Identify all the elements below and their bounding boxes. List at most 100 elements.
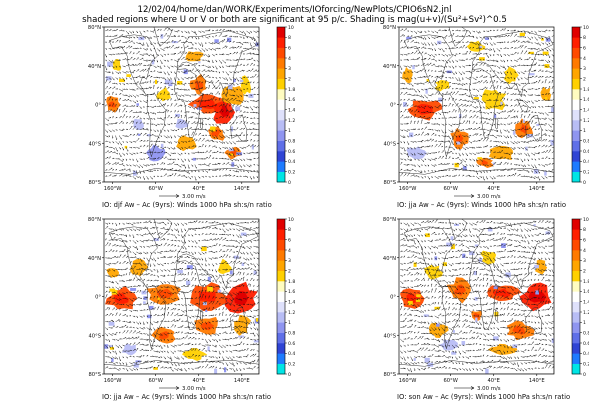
wind-arrow — [493, 307, 498, 311]
wind-arrow — [517, 298, 521, 300]
wind-arrow — [229, 164, 233, 166]
wind-arrow — [187, 77, 193, 79]
wind-arrow — [180, 47, 183, 49]
wind-arrow — [503, 243, 508, 247]
wind-arrow — [420, 63, 425, 66]
wind-arrow — [132, 158, 134, 161]
shaded-patch — [147, 134, 151, 137]
wind-arrow — [160, 29, 162, 32]
wind-arrow — [520, 234, 524, 239]
colorbar-tick-label: 6 — [583, 45, 586, 51]
wind-arrow — [520, 336, 524, 340]
wind-arrow — [551, 34, 554, 37]
shaded-patch — [446, 242, 453, 247]
wind-arrow — [486, 59, 490, 62]
wind-arrow — [410, 65, 413, 67]
wind-arrow — [249, 272, 253, 276]
wind-arrow — [122, 249, 126, 253]
shaded-patch — [454, 223, 460, 226]
colorbar-segment — [572, 37, 580, 48]
wind-arrow — [194, 338, 197, 340]
wind-arrow — [400, 65, 403, 70]
wind-arrow — [424, 76, 427, 78]
wind-arrow — [198, 263, 200, 265]
wind-arrow — [400, 129, 404, 132]
wind-arrow — [496, 112, 500, 115]
wind-arrow — [225, 254, 229, 258]
wind-arrow — [534, 234, 539, 236]
wind-arrow — [177, 35, 180, 37]
wind-arrow — [180, 64, 184, 66]
wind-arrow — [122, 52, 127, 55]
shaded-patch — [494, 114, 497, 118]
wind-arrow — [451, 77, 454, 79]
wind-arrow — [194, 88, 199, 91]
wind-arrow — [420, 257, 425, 261]
wind-arrow — [208, 269, 211, 271]
wind-arrow — [445, 111, 449, 114]
wind-arrow — [527, 291, 530, 294]
wind-arrow — [441, 117, 444, 119]
wind-arrow — [541, 309, 545, 311]
wind-arrow — [531, 88, 534, 90]
wind-arrow — [420, 145, 424, 148]
wind-arrow — [438, 59, 441, 62]
wind-arrow — [218, 237, 223, 241]
wind-arrow — [431, 106, 433, 109]
wind-arrow — [243, 175, 247, 177]
wind-arrow — [143, 81, 147, 84]
wind-arrow — [146, 257, 150, 262]
wind-arrow — [119, 169, 124, 171]
wind-arrow — [400, 123, 403, 125]
wind-arrow — [139, 240, 144, 243]
wind-arrow — [427, 170, 430, 172]
wind-arrow — [520, 141, 526, 143]
shaded-patch — [485, 37, 489, 40]
wind-arrow — [218, 40, 224, 43]
wind-arrow — [486, 321, 488, 325]
wind-arrow — [479, 240, 484, 243]
shaded-patch — [535, 290, 539, 295]
wind-arrow — [112, 275, 115, 278]
wind-arrow — [132, 368, 136, 371]
wind-arrow — [105, 35, 109, 37]
wind-arrow — [184, 170, 189, 174]
wind-arrow — [427, 48, 431, 50]
wind-arrow — [413, 88, 417, 93]
wind-arrow — [115, 332, 118, 334]
wind-arrow — [122, 245, 127, 247]
colorbar-segment — [277, 312, 285, 323]
wind-arrow — [211, 96, 215, 101]
wind-arrow — [403, 129, 408, 132]
wind-arrow — [149, 59, 153, 63]
coastline — [517, 98, 529, 113]
wind-arrow — [448, 280, 451, 284]
wind-arrow — [413, 164, 416, 167]
wind-arrow — [441, 321, 446, 324]
wind-arrow — [181, 174, 186, 177]
wind-arrow — [455, 123, 459, 126]
wind-arrow — [458, 174, 460, 177]
wind-arrow — [105, 65, 108, 71]
wind-arrow — [105, 123, 109, 126]
wind-arrow — [524, 261, 527, 264]
wind-arrow — [496, 245, 501, 247]
wind-arrow — [551, 291, 554, 293]
wind-arrow — [208, 295, 210, 299]
wind-arrow — [493, 233, 495, 235]
wind-arrow — [493, 227, 497, 229]
wind-arrow — [153, 257, 157, 262]
wind-arrow — [212, 233, 215, 235]
wind-arrow — [232, 240, 237, 242]
wind-arrow — [513, 146, 516, 150]
wind-arrow — [208, 150, 212, 154]
wind-arrow — [407, 59, 409, 61]
wind-arrow — [444, 80, 447, 84]
wind-arrow — [122, 108, 126, 113]
wind-arrow — [229, 110, 232, 113]
shaded-patch — [436, 323, 440, 327]
wind-arrow — [541, 276, 545, 282]
wind-arrow — [239, 284, 244, 287]
wind-arrow — [156, 91, 159, 95]
wind-arrow — [122, 350, 126, 352]
